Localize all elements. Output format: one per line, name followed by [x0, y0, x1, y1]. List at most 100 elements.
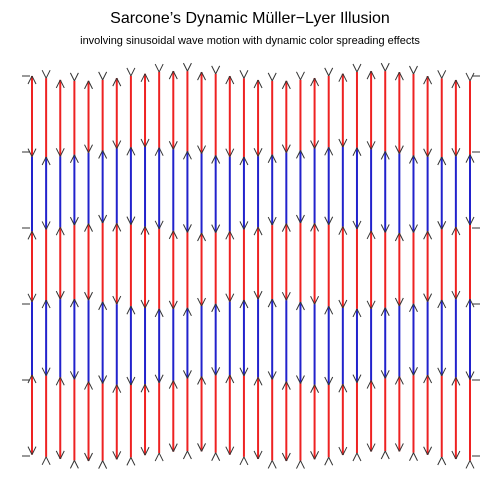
fin	[243, 156, 249, 166]
fin	[398, 71, 404, 81]
fin	[229, 293, 235, 302]
fin	[116, 140, 122, 149]
fin	[296, 375, 301, 384]
fin	[144, 138, 150, 148]
fin	[437, 70, 443, 79]
fin	[352, 63, 358, 73]
fin	[469, 216, 475, 226]
fin	[239, 221, 245, 230]
fin	[310, 140, 316, 149]
fin	[41, 156, 47, 166]
fin	[211, 367, 217, 376]
fin	[271, 298, 277, 308]
fin	[370, 141, 376, 150]
fin	[144, 73, 150, 83]
fin	[253, 226, 259, 236]
fin	[172, 443, 178, 452]
fin	[197, 297, 202, 307]
fin	[441, 221, 447, 230]
fin	[45, 456, 51, 466]
fin	[225, 374, 231, 384]
fin	[285, 291, 291, 301]
fin	[201, 297, 206, 307]
fin	[465, 298, 471, 308]
fin	[154, 147, 160, 156]
fin	[116, 384, 122, 393]
fin	[45, 156, 51, 166]
fin	[102, 301, 108, 311]
fin	[296, 214, 301, 224]
fin	[31, 75, 37, 85]
fin	[197, 232, 202, 242]
fin	[441, 367, 447, 377]
fin	[243, 221, 249, 230]
fin	[112, 295, 118, 305]
fin	[267, 216, 273, 226]
fin	[398, 297, 404, 307]
fin	[31, 148, 37, 157]
fin	[102, 71, 108, 81]
fin	[398, 376, 404, 385]
fin	[59, 79, 65, 89]
fin	[370, 230, 376, 240]
fin	[215, 155, 221, 164]
fin	[59, 226, 65, 236]
fin	[253, 377, 259, 386]
fin	[88, 291, 93, 301]
fin	[112, 451, 118, 460]
fin	[55, 79, 61, 89]
fin	[45, 69, 51, 79]
fin	[370, 300, 376, 310]
fin	[130, 376, 136, 386]
fin	[356, 308, 362, 318]
fin	[41, 299, 47, 309]
fin	[55, 290, 61, 300]
fin	[394, 297, 400, 307]
fin	[112, 223, 118, 232]
fin	[398, 443, 404, 452]
fin	[126, 457, 132, 466]
fin	[384, 370, 390, 379]
fin	[239, 367, 245, 376]
fin	[380, 151, 386, 160]
fin	[314, 140, 320, 149]
fin	[211, 224, 217, 233]
fin	[88, 144, 93, 153]
fin	[394, 232, 400, 242]
fin	[427, 446, 433, 455]
fin	[182, 307, 188, 317]
fin	[102, 375, 108, 384]
fin	[271, 72, 277, 82]
fin	[285, 381, 291, 390]
fin	[41, 367, 47, 376]
fin	[229, 75, 235, 85]
fin	[215, 303, 221, 313]
fin	[201, 145, 206, 154]
fin	[328, 376, 334, 386]
fin	[182, 151, 188, 160]
fin	[427, 293, 433, 302]
fin	[130, 306, 136, 315]
fin	[130, 67, 136, 77]
fin	[455, 79, 461, 89]
fin	[398, 145, 404, 154]
fin	[257, 226, 263, 236]
fin	[84, 381, 89, 390]
fin	[172, 70, 178, 80]
fin	[310, 451, 316, 460]
fin	[380, 450, 386, 460]
fin	[253, 290, 259, 300]
fin	[45, 221, 51, 230]
fin	[342, 226, 348, 235]
fin	[380, 224, 386, 233]
fin	[182, 450, 188, 460]
fin	[69, 72, 75, 82]
fin	[88, 80, 93, 90]
fin	[31, 374, 37, 384]
fin	[427, 231, 433, 240]
fin	[271, 460, 277, 469]
fin	[84, 452, 89, 462]
fin	[215, 367, 221, 376]
fin	[73, 298, 79, 308]
